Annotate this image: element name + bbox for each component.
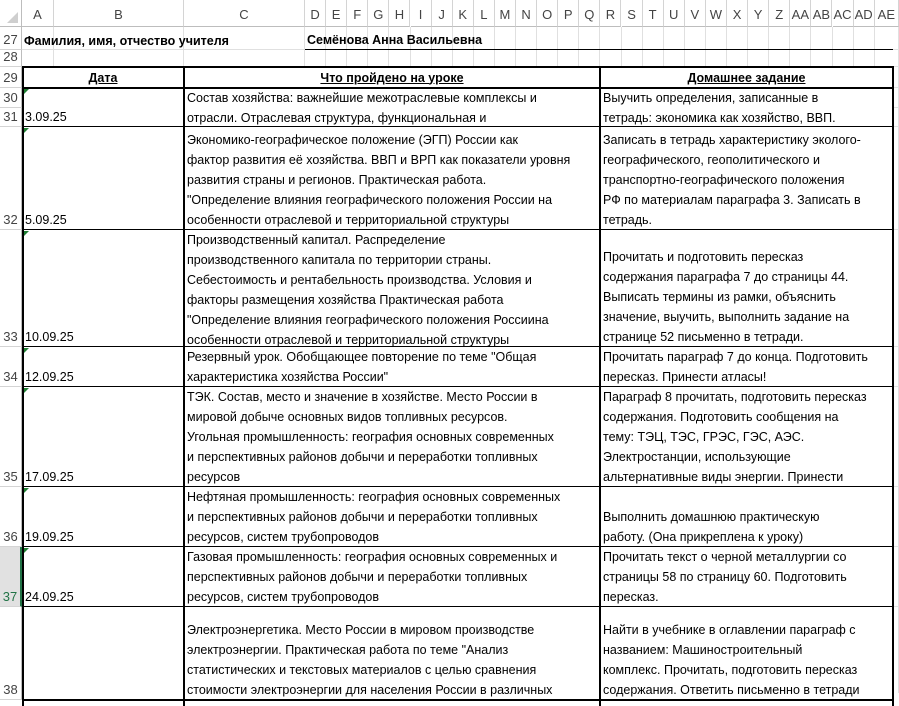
select-all-corner[interactable] [0,0,22,27]
row-header-33[interactable]: 33 [0,230,22,347]
homework-cell[interactable]: Выполнить домашнюю практическую работу. … [601,487,892,547]
column-header-n[interactable]: N [516,0,538,27]
table-header-date: Дата [22,67,184,88]
row-header-38[interactable]: 38 [0,607,22,700]
homework-cell[interactable]: Параграф 8 прочитать, подготовить переск… [601,387,892,487]
row-header-30[interactable]: 30 [0,88,22,108]
row-header-34[interactable]: 34 [0,347,22,387]
table-header-lesson-text: Что пройдено на уроке [320,70,464,85]
column-header-a[interactable]: A [22,0,54,27]
date-cell[interactable]: 10.09.25 [23,230,184,347]
date-cell[interactable]: 19.09.25 [23,487,184,547]
error-indicator-icon [23,89,29,95]
homework-cell[interactable]: Прочитать текст о черной металлургии со … [601,547,892,607]
select-all-triangle-icon [7,12,18,23]
header-bottom-border [22,87,894,89]
column-header-s[interactable]: S [621,0,643,27]
homework-cell[interactable]: Найти в учебнике в оглавлении параграф с… [601,607,892,700]
column-header-h[interactable]: H [389,0,411,27]
homework-cell[interactable]: Прочитать параграф 7 до конца. Подготови… [601,347,892,387]
error-indicator-icon [23,488,29,494]
row-header-29[interactable]: 29 [0,67,22,88]
row-border [22,699,894,701]
error-indicator-icon [23,548,29,554]
lesson-cell[interactable]: Резервный урок. Обобщающее повторение по… [185,347,599,387]
column-header-o[interactable]: O [537,0,559,27]
table-header-date-text: Дата [88,70,118,85]
column-header-t[interactable]: T [642,0,664,27]
column-header-z[interactable]: Z [769,0,791,27]
error-indicator-icon [23,388,29,394]
homework-cell[interactable]: Прочитать и подготовить пересказ содержа… [601,230,892,347]
row-header-36[interactable]: 36 [0,487,22,547]
column-header-d[interactable]: D [305,0,327,27]
lesson-cell[interactable]: Состав хозяйства: важнейшие межотраслевы… [185,88,599,127]
date-cell[interactable] [23,607,184,700]
date-cell[interactable]: 24.09.25 [23,547,184,607]
column-header-c[interactable]: C [184,0,305,27]
teacher-name[interactable]: Семёнова Анна Васильевна [305,27,893,50]
column-header-b[interactable]: B [54,0,184,27]
date-cell[interactable]: 12.09.25 [23,347,184,387]
table-header-homework: Домашнее задание [600,67,893,88]
column-header-aa[interactable]: AA [790,0,812,27]
column-header-r[interactable]: R [600,0,622,27]
column-header-u[interactable]: U [663,0,685,27]
column-header-q[interactable]: Q [579,0,601,27]
column-border [599,66,601,706]
column-header-ad[interactable]: AD [853,0,875,27]
column-header-v[interactable]: V [684,0,706,27]
column-header-f[interactable]: F [347,0,369,27]
date-cell[interactable]: 5.09.25 [23,127,184,230]
column-border [892,66,894,706]
column-header-w[interactable]: W [705,0,727,27]
error-indicator-icon [23,348,29,354]
error-indicator-icon [23,128,29,134]
lesson-cell[interactable]: Производственный капитал. Распределение … [185,230,599,347]
column-header-p[interactable]: P [558,0,580,27]
lesson-cell[interactable]: Электроэнергетика. Место России в мирово… [185,607,599,700]
lesson-cell[interactable]: Нефтяная промышленность: география основ… [185,487,599,547]
column-header-l[interactable]: L [473,0,495,27]
row-header-27[interactable]: 27 [0,27,22,50]
homework-cell[interactable]: Выучить определения, записанные в тетрад… [601,88,892,127]
column-header-m[interactable]: M [494,0,516,27]
column-header-e[interactable]: E [326,0,348,27]
table-header-lesson: Что пройдено на уроке [184,67,600,88]
homework-cell[interactable]: Записать в тетрадь характеристику эколог… [601,127,892,230]
lesson-cell[interactable]: Газовая промышленность: география основн… [185,547,599,607]
column-header-i[interactable]: I [410,0,432,27]
error-indicator-icon [23,231,29,237]
lesson-cell[interactable]: Экономико-географическое положение (ЭГП)… [185,127,599,230]
row-header-31[interactable]: 31 [0,108,22,127]
column-header-ae[interactable]: AE [874,0,899,27]
row-header-28[interactable]: 28 [0,49,22,67]
column-header-g[interactable]: G [368,0,390,27]
column-header-x[interactable]: X [727,0,749,27]
table-header-homework-text: Домашнее задание [687,70,806,85]
column-header-j[interactable]: J [431,0,453,27]
row-header-35[interactable]: 35 [0,387,22,487]
column-header-ab[interactable]: AB [811,0,833,27]
column-border [183,66,185,706]
column-header-ac[interactable]: AC [832,0,854,27]
row-header-32[interactable]: 32 [0,127,22,230]
teacher-label: Фамилия, имя, отчество учителя [24,34,229,48]
table-top-border [22,66,894,68]
date-cell[interactable]: 17.09.25 [23,387,184,487]
row-header-37[interactable]: 37 [0,547,22,607]
column-header-y[interactable]: Y [748,0,770,27]
column-header-k[interactable]: K [452,0,474,27]
lesson-cell[interactable]: ТЭК. Состав, место и значение в хозяйств… [185,387,599,487]
date-cell[interactable]: 3.09.25 [23,88,184,127]
column-border [22,66,24,706]
